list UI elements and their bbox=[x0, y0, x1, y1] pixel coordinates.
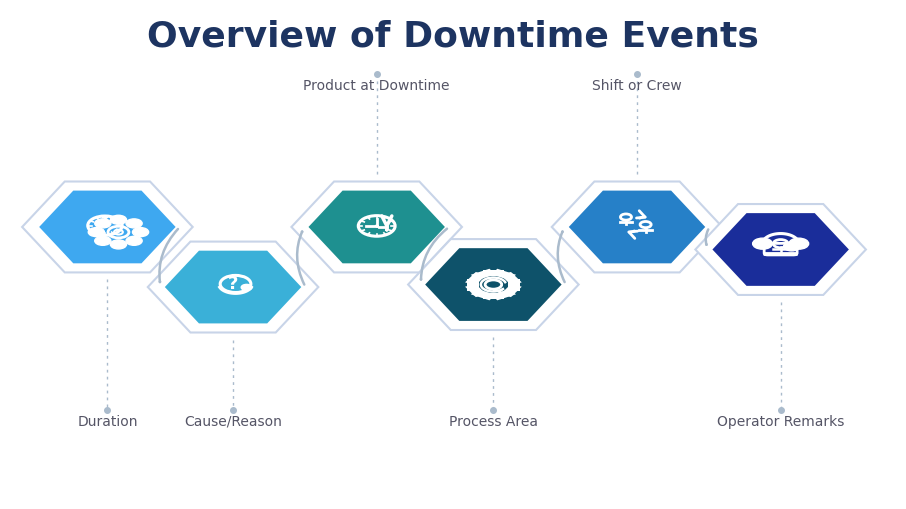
Polygon shape bbox=[569, 190, 705, 263]
FancyArrowPatch shape bbox=[159, 229, 178, 282]
Polygon shape bbox=[471, 269, 496, 280]
FancyArrowPatch shape bbox=[558, 232, 564, 282]
Polygon shape bbox=[408, 239, 579, 330]
Circle shape bbox=[126, 219, 142, 228]
Polygon shape bbox=[148, 242, 318, 332]
Circle shape bbox=[126, 236, 142, 245]
Circle shape bbox=[95, 219, 111, 228]
Circle shape bbox=[132, 228, 149, 237]
Text: Operator Remarks: Operator Remarks bbox=[717, 415, 844, 429]
Text: Product at Downtime: Product at Downtime bbox=[304, 79, 450, 93]
Circle shape bbox=[111, 215, 127, 224]
Polygon shape bbox=[465, 284, 486, 297]
FancyArrowPatch shape bbox=[706, 230, 708, 245]
Polygon shape bbox=[471, 289, 496, 300]
FancyBboxPatch shape bbox=[764, 252, 798, 256]
Polygon shape bbox=[39, 190, 176, 263]
FancyArrowPatch shape bbox=[297, 232, 304, 285]
Circle shape bbox=[95, 236, 111, 245]
Text: Overview of Downtime Events: Overview of Downtime Events bbox=[147, 19, 759, 53]
Polygon shape bbox=[552, 182, 722, 272]
Polygon shape bbox=[165, 250, 302, 323]
Text: Process Area: Process Area bbox=[448, 415, 538, 429]
Circle shape bbox=[784, 242, 800, 251]
Polygon shape bbox=[292, 182, 462, 272]
Circle shape bbox=[241, 285, 252, 291]
Polygon shape bbox=[425, 248, 562, 321]
Polygon shape bbox=[501, 272, 522, 286]
Polygon shape bbox=[501, 284, 522, 297]
Text: Cause/Reason: Cause/Reason bbox=[184, 415, 282, 429]
Polygon shape bbox=[483, 270, 504, 276]
Polygon shape bbox=[696, 204, 866, 295]
Polygon shape bbox=[712, 213, 849, 286]
Circle shape bbox=[375, 225, 378, 227]
FancyArrowPatch shape bbox=[420, 229, 447, 279]
Polygon shape bbox=[465, 272, 486, 286]
Polygon shape bbox=[483, 293, 504, 299]
Text: Shift or Crew: Shift or Crew bbox=[593, 79, 682, 93]
Polygon shape bbox=[491, 289, 516, 300]
Polygon shape bbox=[467, 278, 478, 291]
Polygon shape bbox=[491, 269, 516, 280]
Polygon shape bbox=[508, 278, 520, 291]
Polygon shape bbox=[22, 182, 193, 272]
Text: ?: ? bbox=[228, 275, 238, 293]
Circle shape bbox=[111, 240, 127, 249]
Circle shape bbox=[88, 228, 104, 237]
Circle shape bbox=[104, 225, 106, 227]
Text: Duration: Duration bbox=[77, 415, 138, 429]
Circle shape bbox=[753, 238, 773, 249]
Circle shape bbox=[789, 238, 809, 249]
FancyBboxPatch shape bbox=[101, 215, 109, 218]
Polygon shape bbox=[308, 190, 445, 263]
